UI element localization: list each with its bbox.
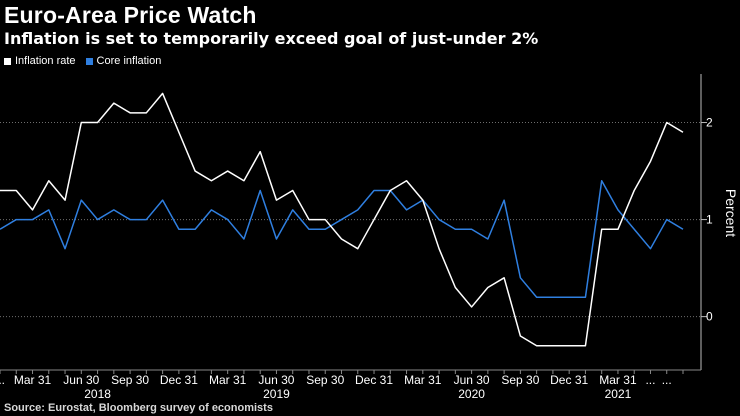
x-tick-label: Dec 31 [550, 373, 588, 387]
x-tick-label: Jun 30 [454, 373, 490, 387]
x-tick-label: Dec 31 [355, 373, 393, 387]
x-tick-label: ... [645, 373, 655, 387]
source-note: Source: Eurostat, Bloomberg survey of ec… [4, 402, 273, 414]
y-tick-label: 2 [706, 116, 713, 130]
x-year-label: 2018 [84, 387, 111, 401]
series-line-inflation-rate [0, 92, 684, 347]
legend: Inflation rate Core inflation [4, 55, 161, 67]
y-tick-label: 0 [706, 310, 713, 324]
y-axis-title: Percent [723, 189, 739, 237]
legend-item-inflation: Inflation rate [4, 55, 76, 67]
x-tick-label: Sep 30 [501, 373, 539, 387]
legend-label-inflation: Inflation rate [15, 55, 76, 67]
x-tick-label: Mar 31 [599, 373, 637, 387]
legend-item-core: Core inflation [85, 55, 162, 67]
x-tick-label: Sep 30 [111, 373, 149, 387]
series-layer [0, 92, 684, 347]
x-year-label: 2021 [605, 387, 632, 401]
legend-swatch-core [85, 57, 93, 65]
x-year-label: 2020 [458, 387, 485, 401]
x-tick-label: Mar 31 [404, 373, 442, 387]
series-line-core-inflation [0, 180, 684, 298]
x-tick-label: Mar 31 [209, 373, 247, 387]
x-tick-label: Jun 30 [63, 373, 99, 387]
x-tick-label: Dec 31 [160, 373, 198, 387]
legend-label-core: Core inflation [96, 55, 162, 67]
chart-title: Euro-Area Price Watch [4, 2, 257, 28]
legend-swatch-inflation [4, 57, 11, 65]
x-tick-label: Jun 30 [258, 373, 294, 387]
x-tick-label: ... [0, 373, 5, 387]
x-year-label: 2019 [263, 387, 290, 401]
chart-subtitle: Inflation is set to temporarily exceed g… [4, 29, 539, 48]
axis-layer: 0 1 2... Mar 31 Jun 30 Sep 30 Dec 31 Mar 31 Jun … [0, 74, 713, 401]
y-tick-label: 1 [706, 213, 713, 227]
x-tick-label: Mar 31 [14, 373, 52, 387]
x-tick-label: ... [662, 373, 672, 387]
x-tick-label: Sep 30 [306, 373, 344, 387]
